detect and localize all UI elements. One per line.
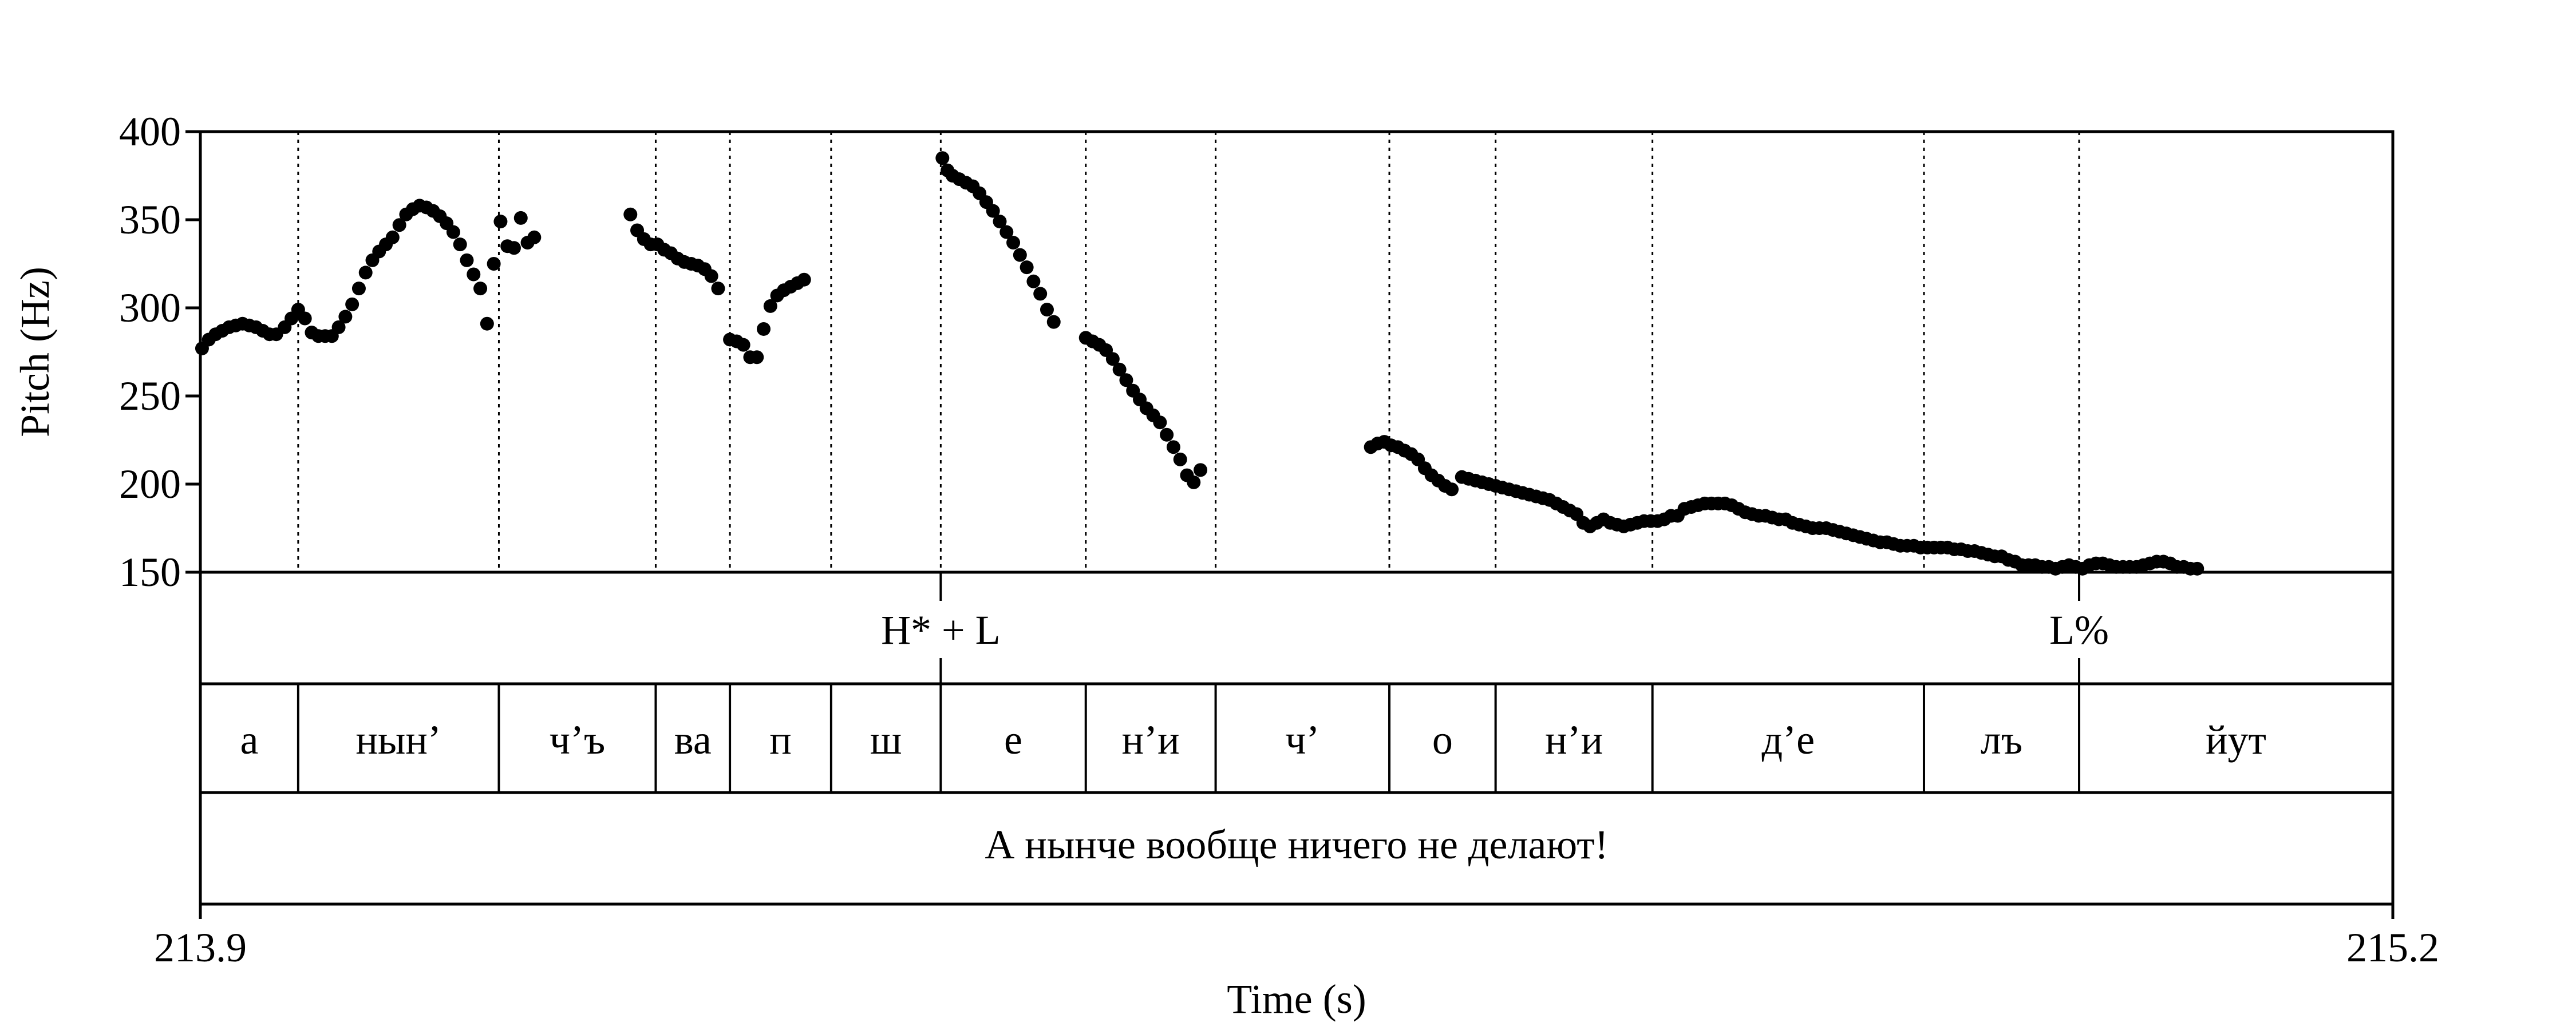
pitch-point	[345, 297, 359, 311]
pitch-point	[1006, 236, 1021, 250]
pitch-point	[1112, 362, 1127, 377]
tone-labels: H* + L L%	[881, 572, 2109, 684]
segment-label-0: а	[240, 717, 258, 763]
pitch-point	[1105, 352, 1120, 366]
y-axis: 150 200 250 300 350 400	[119, 109, 200, 595]
pitch-point	[1026, 274, 1041, 288]
segment-label-7: н’и	[1122, 717, 1180, 763]
pitch-point	[493, 215, 508, 229]
pitch-point	[757, 322, 771, 336]
pitch-point	[1119, 373, 1133, 387]
pitch-point	[1173, 452, 1187, 466]
x-axis: 213.9 215.2 Time (s)	[154, 904, 2439, 1022]
tone-label-1: L%	[2049, 607, 2109, 653]
pitch-point	[704, 269, 718, 283]
pitch-point	[1013, 248, 1027, 262]
pitch-point	[1046, 315, 1061, 329]
pitch-point	[1020, 260, 1034, 275]
pitch-point	[473, 282, 488, 296]
pitch-point	[736, 338, 750, 352]
segment-label-2: ч’ъ	[550, 717, 605, 763]
pitch-point	[763, 299, 777, 313]
pitch-point	[1194, 463, 1208, 477]
pitch-point	[1040, 303, 1054, 317]
y-axis-label: Pitch (Hz)	[12, 267, 58, 437]
pitch-point	[2190, 561, 2204, 576]
segment-label-10: н’и	[1545, 717, 1603, 763]
pitch-point	[1187, 475, 1201, 489]
x-axis-label: Time (s)	[1227, 976, 1366, 1022]
pitch-point	[385, 230, 400, 244]
segment-boundaries	[297, 132, 2081, 793]
pitch-point	[446, 225, 460, 239]
pitch-point	[507, 241, 521, 255]
pitch-point	[358, 266, 373, 280]
y-tick-label-250: 250	[119, 373, 181, 419]
pitch-point	[487, 257, 501, 271]
pitch-point	[1160, 427, 1174, 442]
sentence-text: А нынче вообще ничего не делают!	[985, 822, 1608, 867]
y-tick-label-400: 400	[119, 109, 181, 154]
frames	[199, 130, 2395, 906]
segment-label-13: йут	[2206, 717, 2266, 763]
segment-label-11: д’е	[1762, 717, 1815, 763]
pitch-point	[1166, 440, 1180, 454]
pitch-point	[750, 350, 764, 365]
pitch-point	[1153, 415, 1167, 430]
pitch-point	[331, 320, 346, 334]
pitch-point	[298, 311, 312, 326]
pitch-point	[1445, 482, 1459, 497]
pitch-point	[797, 272, 811, 287]
y-tick-label-200: 200	[119, 461, 181, 507]
segment-label-4: п	[769, 717, 792, 763]
y-tick-label-350: 350	[119, 197, 181, 243]
pitch-point	[986, 204, 1000, 218]
pitch-points	[195, 151, 2204, 576]
pitch-point	[351, 282, 366, 296]
pitch-point	[711, 282, 725, 296]
pitch-point	[935, 151, 950, 165]
segment-label-3: ва	[674, 717, 712, 763]
segment-labels: а нын’ ч’ъ ва п ш е н’и ч’ о н’и д’е лъ йут	[240, 717, 2266, 763]
pitch-point	[460, 253, 474, 267]
segment-label-6: е	[1004, 717, 1022, 763]
pitch-point	[1033, 287, 1048, 301]
tone-label-0: H* + L	[881, 607, 1001, 653]
segment-label-8: ч’	[1285, 717, 1319, 763]
y-tick-label-150: 150	[119, 549, 181, 595]
sentence-tier-frame	[199, 791, 2395, 906]
segment-label-5: ш	[870, 717, 902, 763]
pitch-point	[453, 237, 467, 252]
pitch-point	[513, 211, 528, 225]
segment-label-1: нын’	[355, 717, 441, 763]
y-tick-label-300: 300	[119, 285, 181, 331]
pitch-point	[467, 267, 481, 282]
pitch-point	[999, 225, 1014, 239]
pitch-panel-frame	[199, 130, 2395, 574]
x-tick-label-end: 215.2	[2346, 925, 2439, 970]
x-tick-label-start: 213.9	[154, 925, 247, 970]
pitch-point	[993, 215, 1007, 229]
pitch-point	[338, 310, 353, 324]
pitch-point	[480, 316, 494, 331]
pitch-point	[527, 230, 542, 244]
segment-label-9: о	[1432, 717, 1453, 763]
pitch-point	[392, 218, 406, 232]
pitch-point	[623, 207, 638, 221]
segment-label-12: лъ	[1981, 717, 2022, 763]
